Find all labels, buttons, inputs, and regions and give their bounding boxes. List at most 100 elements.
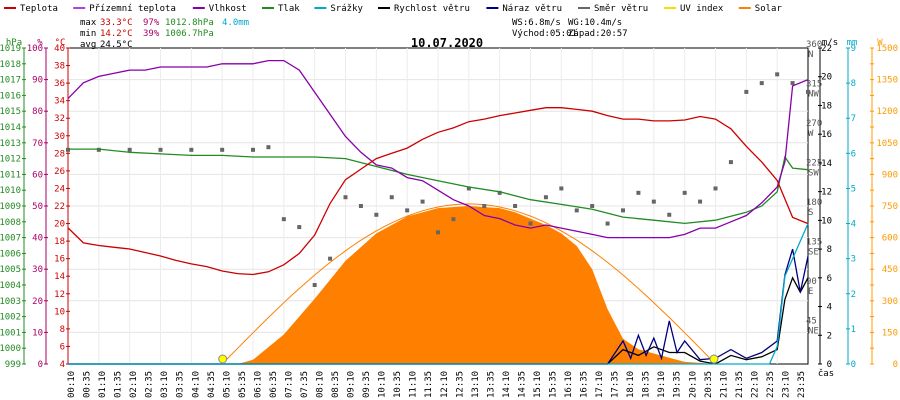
x-tick-label: 08:35 <box>331 371 341 398</box>
wind-direction-point <box>590 204 595 208</box>
wind-direction-point <box>374 212 379 217</box>
wind-direction-point <box>281 217 286 222</box>
mm-tick-label: 7 <box>851 114 856 124</box>
x-tick-label: 02:35 <box>145 371 155 398</box>
hpa-tick-label: 1005 <box>0 265 21 275</box>
sunrise-time: Východ:05:01 <box>512 29 577 39</box>
stats-max-temp: 33.3°C <box>100 18 133 28</box>
wind-direction-point <box>651 199 656 204</box>
degc-tick-label: 38 <box>54 62 65 72</box>
wind-direction-point <box>482 204 487 208</box>
x-tick-label: 23:10 <box>781 371 791 398</box>
wind-direction-point <box>451 217 456 222</box>
mm-tick-label: 9 <box>851 44 856 54</box>
legend-label: Náraz větru <box>502 4 562 14</box>
series-solar-area <box>68 206 808 364</box>
sunset-marker <box>709 354 719 364</box>
w-unit: W <box>877 38 883 48</box>
ms-tick-label: 2 <box>827 331 832 341</box>
x-tick-label: 04:35 <box>207 371 217 398</box>
w-tick-label: 450 <box>882 265 898 275</box>
wind-wg: WG:10.4m/s <box>568 18 622 28</box>
stats-max-label: max <box>80 18 97 28</box>
x-tick-label: 03:35 <box>176 371 186 398</box>
mm-tick-label: 2 <box>851 290 856 300</box>
ms-tick-label: 22 <box>821 44 832 54</box>
legend-label: Solar <box>755 4 783 14</box>
hpa-tick-label: 1013 <box>0 139 21 149</box>
x-tick-label: 01:35 <box>114 371 124 398</box>
series-line <box>67 59 809 239</box>
legend-label: UV index <box>680 4 724 14</box>
wind-direction-point <box>497 190 502 195</box>
wind-direction-point <box>389 195 394 200</box>
x-tick-label: 21:10 <box>719 371 729 398</box>
hpa-tick-label: 1017 <box>0 76 21 86</box>
dir-tick-label: 90 <box>806 277 817 287</box>
x-tick-label: 11:35 <box>424 371 434 398</box>
series-line <box>68 223 809 365</box>
wind-direction-point <box>713 186 718 191</box>
hpa-tick-label: 1014 <box>0 123 21 133</box>
ms-tick-label: 10 <box>821 216 832 226</box>
hpa-tick-label: 1000 <box>0 344 21 354</box>
mm-tick-label: 8 <box>851 79 856 89</box>
wind-direction-point <box>297 225 302 230</box>
pct-tick-label: 20 <box>32 297 43 307</box>
w-tick-label: 600 <box>882 234 898 244</box>
degc-tick-label: 26 <box>54 167 65 177</box>
pct-tick-label: 80 <box>32 107 43 117</box>
wind-direction-point <box>266 145 271 150</box>
x-tick-label: 17:35 <box>611 371 621 398</box>
dir-tick-label: 225 <box>806 159 822 169</box>
dir-tick-dir: E <box>808 287 813 297</box>
wind-direction-point <box>358 204 363 208</box>
degc-tick-label: 40 <box>54 44 65 54</box>
mm-tick-label: 5 <box>851 184 856 194</box>
w-tick-label: 1050 <box>876 139 898 149</box>
hpa-tick-label: 1006 <box>0 249 21 259</box>
pct-tick-label: 100 <box>27 44 43 54</box>
wind-direction-point <box>528 221 533 226</box>
series-line <box>67 107 809 276</box>
wind-direction-point <box>251 147 255 152</box>
hpa-tick-label: 1015 <box>0 107 21 117</box>
x-tick-label: 08:10 <box>316 371 326 398</box>
wind-direction-point <box>328 256 333 261</box>
chart-title: 10.07.2020 <box>411 36 483 50</box>
wind-direction-point <box>420 199 425 204</box>
stats-avg-temp: 24.5°C <box>100 40 133 50</box>
w-tick-label: 1500 <box>876 44 898 54</box>
wind-direction-point <box>158 147 163 152</box>
dir-tick-dir: SW <box>808 169 819 179</box>
pct-tick-label: 40 <box>32 234 43 244</box>
wind-direction-point <box>698 199 703 204</box>
sunset-time: Západ:20:57 <box>568 29 628 39</box>
x-tick-label: 05:35 <box>238 371 248 398</box>
wind-direction-point <box>312 283 317 287</box>
x-tick-label: 15:10 <box>533 371 543 398</box>
degc-tick-label: 10 <box>54 307 65 317</box>
hpa-tick-label: 1009 <box>0 202 21 212</box>
x-tick-label: 00:35 <box>83 371 93 398</box>
degc-tick-label: 30 <box>54 132 65 142</box>
dir-tick-label: 45 <box>806 317 817 327</box>
wind-ws: WS:6.8m/s <box>512 18 561 28</box>
mm-tick-label: 1 <box>851 325 856 335</box>
sunrise-marker <box>218 354 228 364</box>
w-tick-label: 300 <box>882 297 898 307</box>
ms-tick-label: 4 <box>827 303 832 313</box>
hpa-tick-label: 1003 <box>0 297 21 307</box>
hpa-tick-label: 1010 <box>0 186 21 196</box>
hpa-tick-label: 1001 <box>0 328 21 338</box>
degc-tick-label: 4 <box>60 360 65 370</box>
stats-min-hum: 39% <box>143 29 160 39</box>
dir-tick-dir: NW <box>808 90 819 100</box>
dir-tick-dir: N <box>808 50 813 60</box>
x-tick-label: 03:10 <box>160 371 170 398</box>
w-tick-label: 1200 <box>876 107 898 117</box>
degc-tick-label: 6 <box>60 342 65 352</box>
dir-tick-dir: W <box>808 129 814 139</box>
hpa-tick-label: 1007 <box>0 234 21 244</box>
